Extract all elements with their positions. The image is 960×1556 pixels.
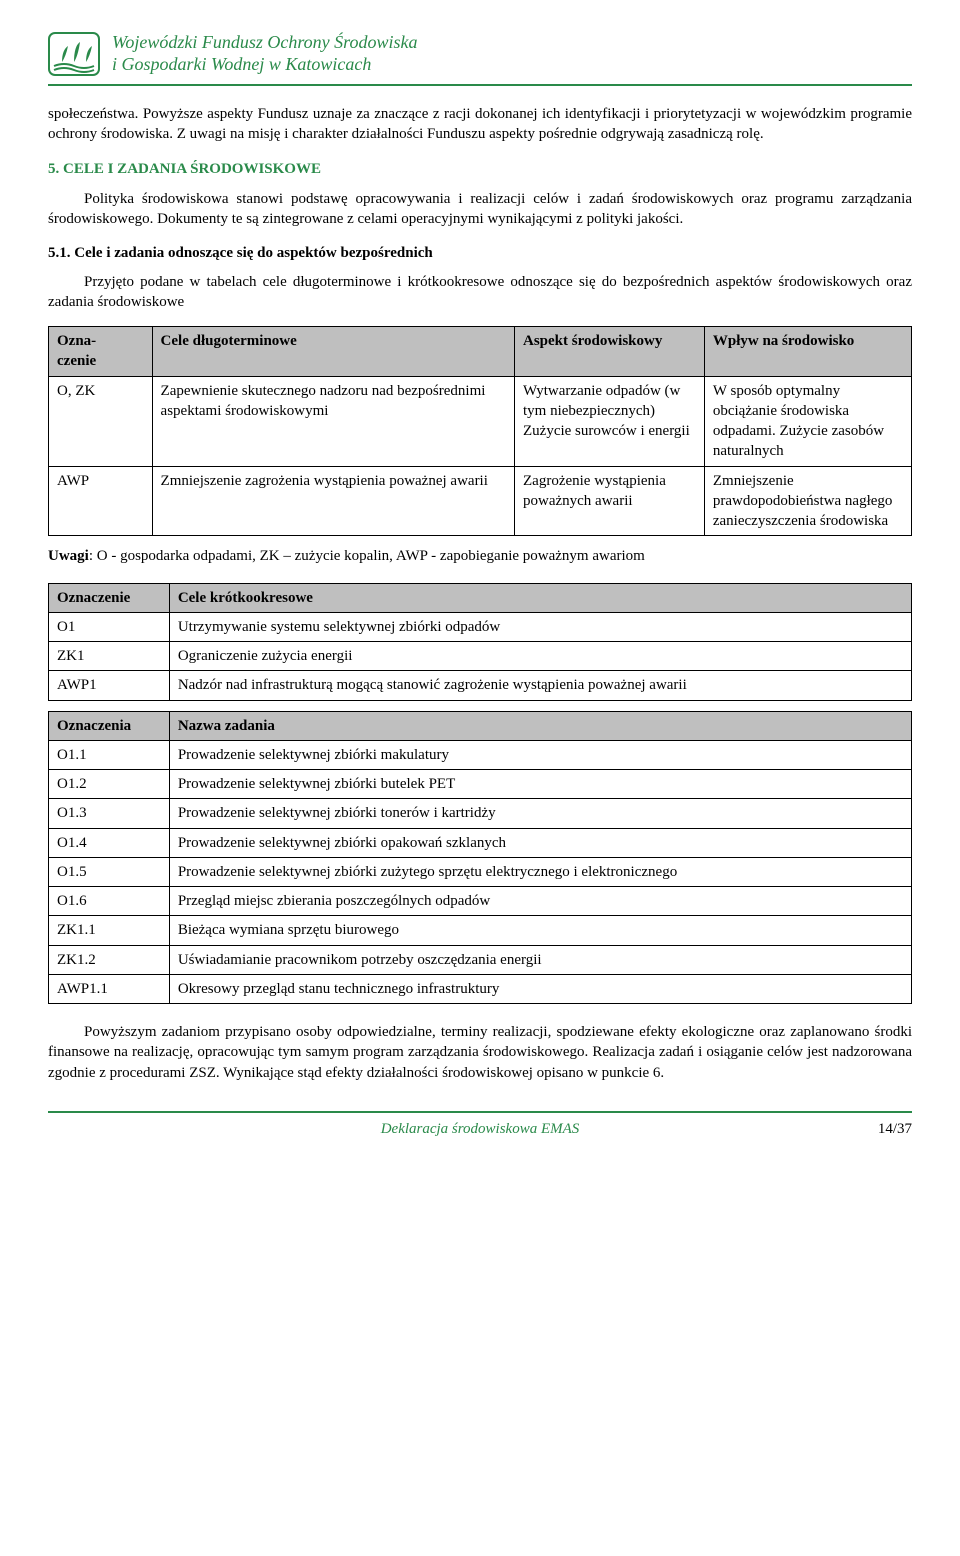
table-cell: Zagrożenie wystąpienia poważnych awarii	[515, 466, 705, 536]
table-cell: ZK1.2	[49, 945, 170, 974]
page-number: 14/37	[878, 1119, 912, 1139]
page-header: Wojewódzki Fundusz Ochrony Środowiska i …	[48, 32, 912, 86]
logo-icon	[48, 32, 100, 76]
paragraph-closing: Powyższym zadaniom przypisano osoby odpo…	[48, 1022, 912, 1083]
table-cell: O1.1	[49, 740, 170, 769]
table-row: AWP Zmniejszenie zagrożenia wystąpienia …	[49, 466, 912, 536]
table-cell: Prowadzenie selektywnej zbiórki butelek …	[169, 770, 911, 799]
table-row: O1.6Przegląd miejsc zbierania poszczegól…	[49, 887, 912, 916]
table-cell: Przegląd miejsc zbierania poszczególnych…	[169, 887, 911, 916]
table-row: ZK1.2Uświadamianie pracownikom potrzeby …	[49, 945, 912, 974]
table-row: O1.1Prowadzenie selektywnej zbiórki maku…	[49, 740, 912, 769]
table-cell: O1	[49, 612, 170, 641]
table-header-cell: Cele długoterminowe	[152, 327, 514, 377]
table-cell: Okresowy przegląd stanu technicznego inf…	[169, 974, 911, 1003]
table-cell: O1.5	[49, 857, 170, 886]
table-row: AWP1.1Okresowy przegląd stanu techniczne…	[49, 974, 912, 1003]
paragraph-intro: społeczeństwa. Powyższe aspekty Fundusz …	[48, 104, 912, 145]
table-cell: AWP1.1	[49, 974, 170, 1003]
table-row: O, ZK Zapewnienie skutecznego nadzoru na…	[49, 376, 912, 466]
table-short-term: Oznaczenie Cele krótkookresowe O1 Utrzym…	[48, 583, 912, 701]
uwagi-label: Uwagi	[48, 548, 89, 564]
table-long-term: Ozna-czenie Cele długoterminowe Aspekt ś…	[48, 326, 912, 536]
table-header-row: Oznaczenia Nazwa zadania	[49, 711, 912, 740]
paragraph-5-1: Przyjęto podane w tabelach cele długoter…	[48, 272, 912, 313]
table-cell: Wytwarzanie odpadów (w tym niebezpieczny…	[515, 376, 705, 466]
table-cell: Prowadzenie selektywnej zbiórki tonerów …	[169, 799, 911, 828]
table-cell: AWP	[49, 466, 153, 536]
table-cell: Utrzymywanie systemu selektywnej zbiórki…	[169, 612, 911, 641]
header-title: Wojewódzki Fundusz Ochrony Środowiska i …	[112, 32, 418, 75]
table-header-cell: Ozna-czenie	[49, 327, 153, 377]
table-row: O1.4Prowadzenie selektywnej zbiórki opak…	[49, 828, 912, 857]
table-header-cell: Wpływ na środowisko	[704, 327, 911, 377]
table-header-row: Oznaczenie Cele krótkookresowe	[49, 583, 912, 612]
table-cell: O1.6	[49, 887, 170, 916]
table-header-cell: Nazwa zadania	[169, 711, 911, 740]
table-tasks: Oznaczenia Nazwa zadania O1.1Prowadzenie…	[48, 711, 912, 1005]
table-cell: Ograniczenie zużycia energii	[169, 642, 911, 671]
table-cell: ZK1	[49, 642, 170, 671]
table-header-cell: Oznaczenie	[49, 583, 170, 612]
table-cell: Nadzór nad infrastrukturą mogącą stanowi…	[169, 671, 911, 700]
table-cell: ZK1.1	[49, 916, 170, 945]
table-cell: AWP1	[49, 671, 170, 700]
heading-5: 5. CELE I ZADANIA ŚRODOWISKOWE	[48, 159, 912, 179]
table-row: O1.5Prowadzenie selektywnej zbiórki zuży…	[49, 857, 912, 886]
header-line2: i Gospodarki Wodnej w Katowicach	[112, 54, 418, 76]
footer-title: Deklaracja środowiskowa EMAS	[381, 1121, 580, 1137]
table-cell: W sposób optymalny obciążanie środowiska…	[704, 376, 911, 466]
table-row: O1 Utrzymywanie systemu selektywnej zbió…	[49, 612, 912, 641]
table-cell: O1.3	[49, 799, 170, 828]
table-header-cell: Oznaczenia	[49, 711, 170, 740]
table-cell: O1.2	[49, 770, 170, 799]
table-cell: Prowadzenie selektywnej zbiórki opakowań…	[169, 828, 911, 857]
table-header-cell: Cele krótkookresowe	[169, 583, 911, 612]
table-cell: Zmniejszenie zagrożenia wystąpienia powa…	[152, 466, 514, 536]
heading-5-1: 5.1. Cele i zadania odnoszące się do asp…	[48, 243, 912, 263]
table-cell: Uświadamianie pracownikom potrzeby oszcz…	[169, 945, 911, 974]
uwagi-note: Uwagi: O - gospodarka odpadami, ZK – zuż…	[48, 546, 912, 566]
table-cell: Bieżąca wymiana sprzętu biurowego	[169, 916, 911, 945]
table-row: AWP1 Nadzór nad infrastrukturą mogącą st…	[49, 671, 912, 700]
table-row: O1.2Prowadzenie selektywnej zbiórki bute…	[49, 770, 912, 799]
table-row: ZK1 Ograniczenie zużycia energii	[49, 642, 912, 671]
table-cell: Prowadzenie selektywnej zbiórki makulatu…	[169, 740, 911, 769]
table-header-row: Ozna-czenie Cele długoterminowe Aspekt ś…	[49, 327, 912, 377]
header-line1: Wojewódzki Fundusz Ochrony Środowiska	[112, 32, 418, 54]
table-cell: Prowadzenie selektywnej zbiórki zużytego…	[169, 857, 911, 886]
uwagi-text: : O - gospodarka odpadami, ZK – zużycie …	[89, 548, 645, 564]
table-cell: Zapewnienie skutecznego nadzoru nad bezp…	[152, 376, 514, 466]
table-cell: O1.4	[49, 828, 170, 857]
table-cell: Zmniejszenie prawdopodobieństwa nagłego …	[704, 466, 911, 536]
table-cell: O, ZK	[49, 376, 153, 466]
page-footer: Deklaracja środowiskowa EMAS 14/37	[48, 1111, 912, 1139]
table-header-cell: Aspekt środowiskowy	[515, 327, 705, 377]
paragraph-5: Polityka środowiskowa stanowi podstawę o…	[48, 189, 912, 230]
table-row: O1.3Prowadzenie selektywnej zbiórki tone…	[49, 799, 912, 828]
table-row: ZK1.1Bieżąca wymiana sprzętu biurowego	[49, 916, 912, 945]
